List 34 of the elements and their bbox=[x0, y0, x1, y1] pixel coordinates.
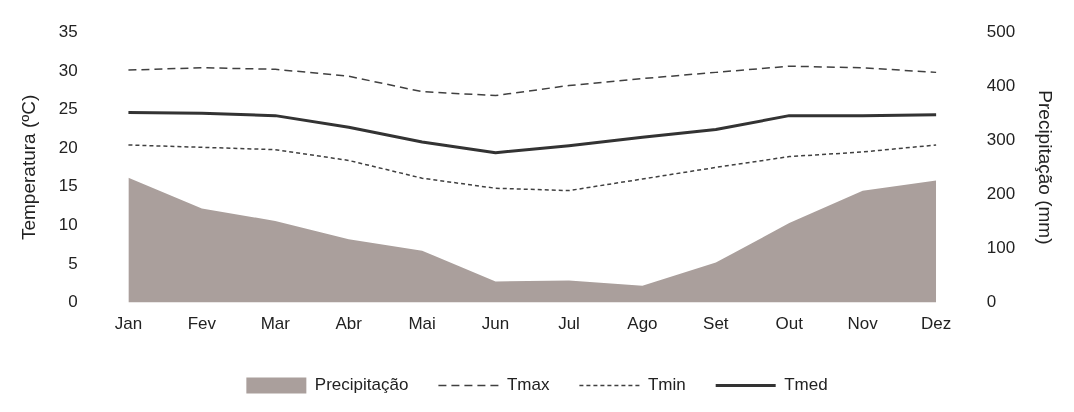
line-series bbox=[127, 65, 937, 97]
x-tick-label: Jan bbox=[114, 314, 143, 334]
x-tick-label: Dez bbox=[921, 314, 952, 334]
line-series bbox=[127, 144, 937, 192]
y2-tick-label: 100 bbox=[986, 238, 1016, 258]
y-tick-label: 25 bbox=[58, 99, 78, 119]
x-tick-label: Mai bbox=[408, 314, 436, 334]
y-tick-label: 35 bbox=[58, 21, 78, 41]
x-tick-label: Mar bbox=[260, 314, 291, 334]
y2-tick-label: 400 bbox=[986, 75, 1016, 95]
x-tick-label: Ago bbox=[627, 314, 658, 334]
x-tick-label: Abr bbox=[335, 314, 363, 334]
y2-tick-label: 200 bbox=[986, 184, 1016, 204]
legend-label: Tmed bbox=[784, 375, 828, 395]
x-tick-label: Set bbox=[703, 314, 729, 334]
legend-label: Tmax bbox=[506, 375, 550, 395]
y2-tick-label: 300 bbox=[986, 130, 1016, 150]
legend-label: Precipitação bbox=[314, 375, 409, 395]
y-tick-label: 15 bbox=[58, 176, 78, 196]
y-tick-label: 10 bbox=[58, 215, 78, 235]
x-tick-label: Nov bbox=[847, 314, 879, 334]
y-tick-label: 20 bbox=[58, 137, 78, 157]
y2-axis-title: Precipitação (mm) bbox=[1035, 90, 1057, 245]
y-tick-label: 30 bbox=[58, 60, 78, 80]
x-tick-label: Jul bbox=[558, 314, 580, 334]
x-tick-label: Out bbox=[775, 314, 804, 334]
legend-label: Tmin bbox=[647, 375, 686, 395]
y-axis-title: Temperatura (ºC) bbox=[17, 94, 39, 241]
y2-tick-label: 500 bbox=[986, 21, 1016, 41]
x-tick-label: Fev bbox=[187, 314, 217, 334]
y-tick-label: 5 bbox=[68, 253, 78, 273]
y2-tick-label: 0 bbox=[986, 292, 997, 312]
x-tick-label: Jun bbox=[481, 314, 510, 334]
y-tick-label: 0 bbox=[68, 292, 78, 312]
